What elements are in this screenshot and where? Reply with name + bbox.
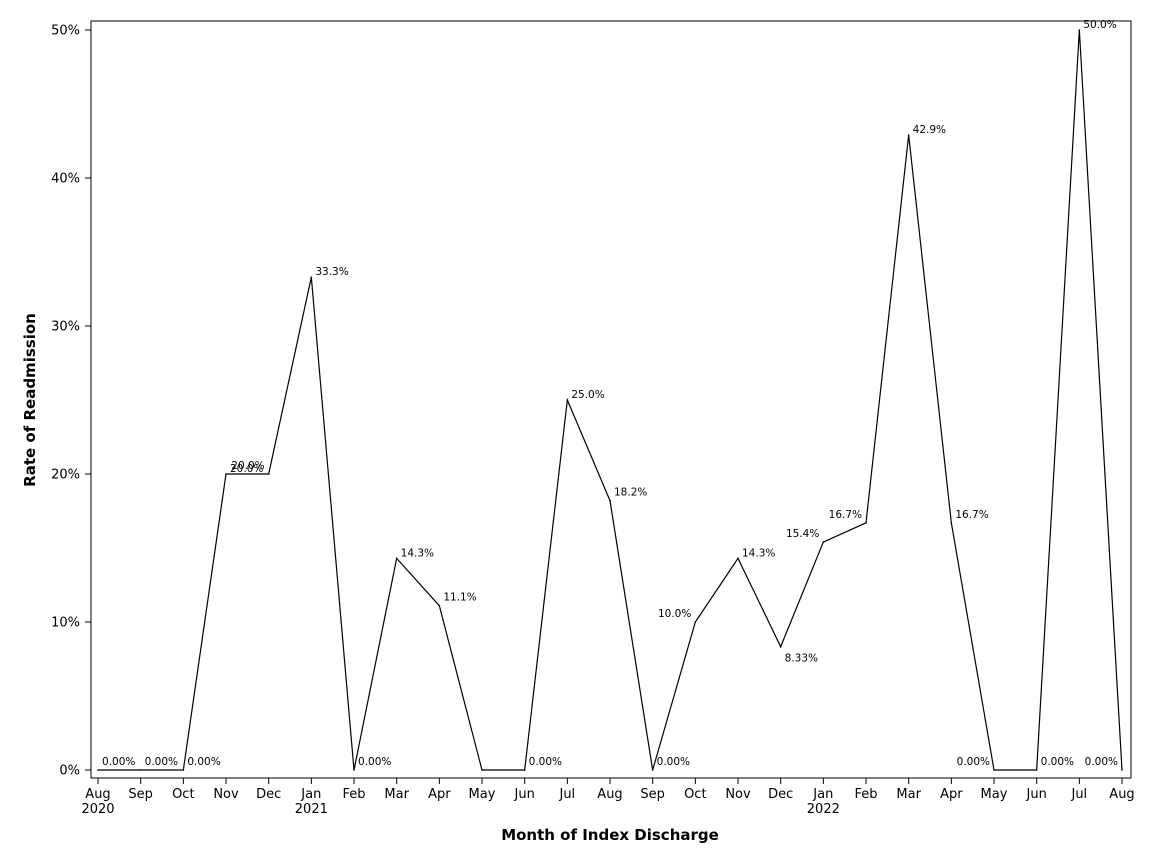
data-label: 0.00% <box>657 756 690 768</box>
data-point <box>97 769 99 771</box>
data-label: 50.0% <box>1083 19 1116 31</box>
x-tick-label: Dec <box>256 787 281 802</box>
data-point <box>993 769 995 771</box>
x-year-label: 2021 <box>295 802 328 817</box>
data-point <box>267 473 270 475</box>
data-label: 14.3% <box>742 547 775 559</box>
x-tick-label: May <box>981 787 1008 802</box>
data-point <box>822 541 825 543</box>
x-tick-label: Feb <box>854 787 877 802</box>
data-labels-group: 0.00% 0.00% 0.00%20.0%20.0%33.3%0.00%14.3%… <box>102 19 1118 768</box>
data-label: 8.33% <box>785 653 818 665</box>
data-label: 0.00% <box>145 756 178 768</box>
data-point <box>779 645 782 648</box>
series-line <box>98 29 1123 771</box>
data-point <box>139 769 142 771</box>
data-label: 0.00% <box>957 756 990 768</box>
data-point <box>310 276 313 278</box>
y-tick-label: 0% <box>59 764 80 779</box>
x-tick-label: Nov <box>725 787 751 802</box>
data-label: 11.1% <box>443 592 476 604</box>
data-label: 0.00% <box>1041 756 1074 768</box>
data-label: 15.4% <box>786 528 819 540</box>
data-point <box>481 769 483 771</box>
data-point <box>737 557 739 560</box>
x-tick-label: Aug <box>1109 787 1134 802</box>
x-year-label: 2022 <box>807 802 840 817</box>
data-label: 0.00% <box>1085 756 1118 768</box>
x-tick-label: May <box>469 787 496 802</box>
data-label: 33.3% <box>315 266 348 278</box>
x-tick-label: Oct <box>684 787 706 802</box>
x-tick-label: Aug <box>597 787 622 802</box>
data-label: 10.0% <box>658 608 691 620</box>
data-point <box>865 522 867 524</box>
data-point <box>182 769 185 771</box>
plot-frame <box>90 20 1132 779</box>
x-tick-label: Feb <box>342 787 365 802</box>
x-tick-label: Oct <box>172 787 194 802</box>
data-point <box>566 399 569 401</box>
y-tick-label: 10% <box>51 616 80 631</box>
y-axis: 0% 10% 20% 30% 40% 50% <box>51 24 91 779</box>
x-tick-label: Mar <box>896 787 921 802</box>
x-tick-label: Apr <box>940 787 963 802</box>
data-label: 14.3% <box>401 547 434 559</box>
data-label: 20.0% <box>231 460 264 472</box>
data-point <box>1121 769 1123 771</box>
data-label: 0.00% <box>529 756 562 768</box>
data-point <box>523 769 526 771</box>
data-point <box>225 473 227 475</box>
data-label: 42.9% <box>913 124 946 136</box>
x-year-label: 2020 <box>81 802 114 817</box>
series-group <box>97 29 1123 771</box>
data-point <box>651 769 654 771</box>
x-tick-label: Sep <box>640 787 665 802</box>
data-label: 0.00% <box>358 756 391 768</box>
data-point <box>1035 769 1038 771</box>
x-tick-label: Mar <box>384 787 409 802</box>
data-label: 18.2% <box>614 487 647 499</box>
y-tick-label: 20% <box>51 468 80 483</box>
data-point <box>353 769 355 771</box>
x-tick-label: Jul <box>558 787 575 802</box>
data-label: 0.00% <box>102 756 135 768</box>
x-axis-title: Month of Index Discharge <box>501 826 719 844</box>
data-label: 25.0% <box>571 389 604 401</box>
data-point <box>395 557 398 560</box>
x-tick-label: Jun <box>514 787 535 802</box>
x-tick-label: Nov <box>213 787 239 802</box>
data-point <box>1078 29 1081 31</box>
x-tick-label: Dec <box>768 787 793 802</box>
y-tick-label: 30% <box>51 320 80 335</box>
data-label: 16.7% <box>829 509 862 521</box>
x-tick-label: Aug <box>85 787 110 802</box>
data-label: 16.7% <box>955 509 988 521</box>
x-tick-label: Jul <box>1070 787 1087 802</box>
y-tick-label: 40% <box>51 172 80 187</box>
x-tick-label: Sep <box>128 787 153 802</box>
data-point <box>950 522 953 524</box>
data-point <box>438 604 441 607</box>
data-label: 0.00% <box>187 756 220 768</box>
x-tick-label: Jan <box>812 787 833 802</box>
x-tick-label: Apr <box>428 787 451 802</box>
x-tick-label: Jan <box>300 787 321 802</box>
y-tick-label: 50% <box>51 24 80 39</box>
x-axis: Aug Sep Oct Nov Dec Jan Feb Mar Apr May Jun Jul Aug S… <box>81 778 1135 817</box>
x-tick-label: Jun <box>1026 787 1047 802</box>
data-point <box>609 499 611 502</box>
data-point <box>694 621 697 623</box>
data-label: 20.0% <box>230 463 263 475</box>
data-point <box>907 134 910 136</box>
y-axis-title: Rate of Readmission <box>21 313 39 487</box>
